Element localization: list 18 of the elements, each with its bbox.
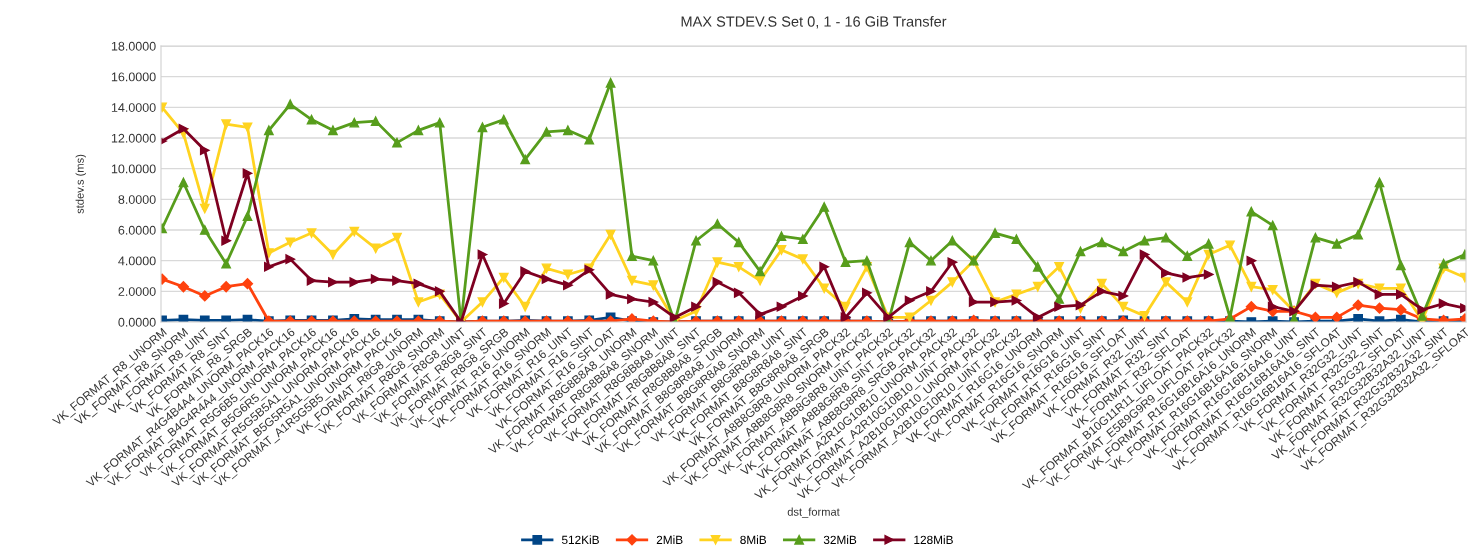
y-tick-label: 0.0000: [118, 317, 156, 327]
y-axis-title: stdev.s (ms): [75, 154, 86, 214]
y-tick-label: 4.0000: [118, 256, 156, 266]
legend-label: 32MiB: [823, 535, 857, 545]
legend-label: 2MiB: [656, 535, 683, 544]
y-tick-label: 10.0000: [111, 164, 156, 174]
y-tick-label: 18.0000: [111, 41, 156, 51]
y-tick-label: 2.0000: [118, 287, 156, 296]
y-tick-label: 14.0000: [111, 103, 156, 112]
y-tick-label: 12.0000: [111, 133, 156, 143]
y-tick-label: 16.0000: [111, 72, 156, 82]
chart-title: MAX STDEV.S Set 0, 1 - 16 GiB Transfer: [681, 15, 947, 29]
y-tick-label: 6.0000: [118, 225, 156, 235]
legend-label: 8MiB: [740, 535, 767, 545]
y-tick-label: 8.0000: [118, 195, 156, 204]
x-axis-title: dst_format: [787, 507, 840, 518]
legend-label: 128MiB: [914, 535, 953, 545]
legend-label: 512KiB: [561, 535, 599, 545]
